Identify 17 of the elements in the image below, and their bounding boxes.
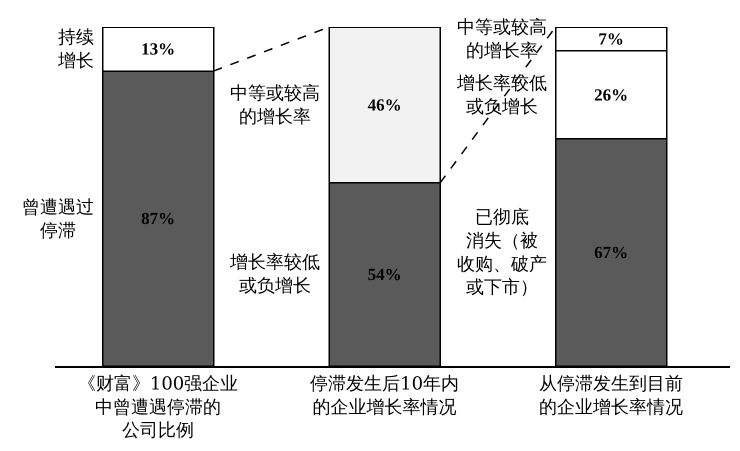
data-label: 67%	[594, 242, 628, 262]
data-label: 13%	[141, 40, 176, 59]
data-label: 7%	[598, 29, 624, 48]
series-label: 中等或较高的增长率	[457, 17, 547, 62]
x-tick-label: 停滞发生后10年内的企业增长率情况	[310, 373, 460, 418]
data-label: 46%	[368, 95, 402, 114]
series-label: 持续增长	[57, 27, 94, 72]
data-label: 26%	[594, 85, 628, 104]
series-label: 增长率较低或负增长	[456, 73, 547, 118]
series-label: 已彻底消失（被收购、破产或下市）	[457, 207, 547, 298]
series-label: 中等或较高的增长率	[230, 83, 320, 128]
x-tick-label: 《财富》100强企业中曾遭遇停滞的公司比例	[78, 373, 238, 442]
data-label: 54%	[368, 264, 402, 284]
data-label: 87%	[141, 209, 176, 228]
x-tick-label: 从停滞发生到目前的企业增长率情况	[539, 373, 684, 418]
series-label: 曾遭遇过停滞	[22, 197, 94, 242]
series-label: 增长率较低或负增长	[229, 252, 320, 296]
